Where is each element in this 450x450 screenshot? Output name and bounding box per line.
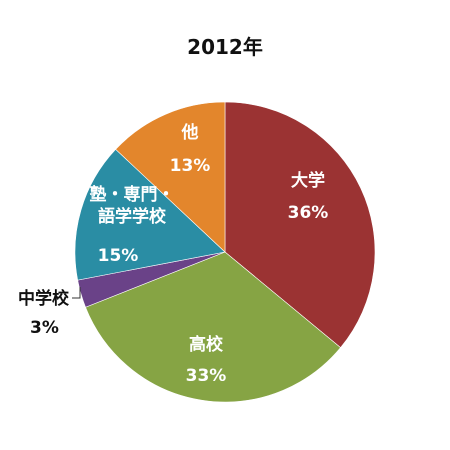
pie-slice-2 — [85, 251, 342, 403]
slice-label-4: 塾・専門・語学学校 — [90, 184, 175, 227]
pie-labels: 大学 36% 高校 33% 中学校 3% 塾・専門・語学学校 15% 他 13% — [18, 122, 328, 386]
slice-value-3: 3% — [30, 318, 59, 338]
slice-value-2: 33% — [186, 366, 227, 386]
pie-slice-4 — [74, 148, 226, 281]
slice-value-5: 13% — [170, 156, 211, 176]
slice-label-3: 中学校 — [18, 288, 70, 309]
pie-slice-5 — [115, 101, 226, 253]
chart-title: 2012年 — [187, 35, 263, 59]
slice-label-5: 他 — [181, 122, 199, 143]
pie-slice-1 — [224, 101, 376, 349]
slice-label-2: 高校 — [189, 334, 224, 355]
slice-value-1: 36% — [288, 203, 329, 223]
pie-slices — [74, 101, 376, 403]
leader-line-3 — [72, 287, 81, 299]
slice-value-4: 15% — [98, 246, 139, 266]
slice-label-1: 大学 — [291, 170, 325, 191]
